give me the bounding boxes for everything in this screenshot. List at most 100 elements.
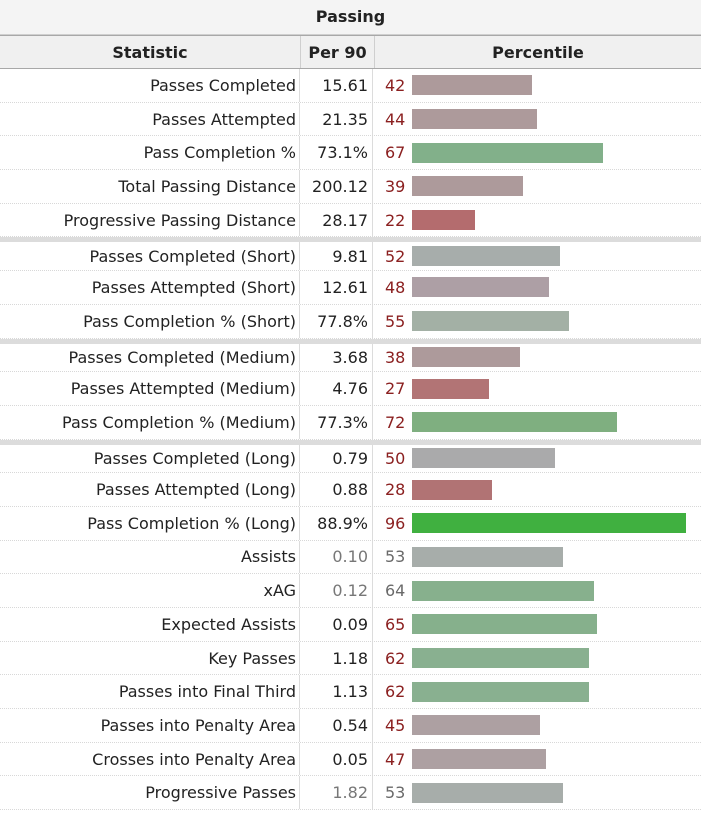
percentile-bar-track xyxy=(412,142,687,163)
per90-value: 4.76 xyxy=(300,372,373,405)
table-row: Passes Attempted (Long) 0.88 28 xyxy=(0,473,701,507)
percentile-bar xyxy=(412,277,549,298)
table-row: Pass Completion % (Short) 77.8% 55 xyxy=(0,304,701,339)
percentile-cell: 55 xyxy=(373,305,701,338)
per90-value: 3.68 xyxy=(300,343,373,372)
percentile-bar xyxy=(412,513,686,534)
percentile-bar-track xyxy=(412,109,687,130)
stat-name: xAG xyxy=(0,574,300,607)
per90-value: 12.61 xyxy=(300,271,373,304)
percentile-value: 50 xyxy=(385,448,406,468)
percentile-value: 67 xyxy=(385,143,406,163)
header-statistic[interactable]: Statistic xyxy=(0,36,301,68)
percentile-bar xyxy=(412,749,546,770)
per90-value: 1.13 xyxy=(300,675,373,709)
per90-value: 1.82 xyxy=(300,776,373,810)
table-row: Passes Completed (Long) 0.79 50 xyxy=(0,439,701,474)
percentile-bar xyxy=(412,479,492,500)
table-row: Progressive Passing Distance 28.17 22 xyxy=(0,203,701,238)
percentile-value: 42 xyxy=(385,75,406,95)
table-row: Assists 0.10 53 xyxy=(0,540,701,575)
per90-value: 0.88 xyxy=(300,473,373,506)
percentile-bar-track xyxy=(412,648,687,669)
percentile-cell: 27 xyxy=(373,372,701,405)
percentile-value: 38 xyxy=(385,347,406,367)
table-row: Key Passes 1.18 62 xyxy=(0,641,701,676)
stat-name: Passes Completed (Short) xyxy=(0,242,300,271)
percentile-cell: 53 xyxy=(373,776,701,809)
stat-name: Pass Completion % (Medium) xyxy=(0,405,300,439)
stat-name: Total Passing Distance xyxy=(0,170,300,203)
percentile-bar-track xyxy=(412,513,687,534)
percentile-bar-track xyxy=(412,176,687,197)
per90-value: 0.09 xyxy=(300,608,373,641)
percentile-value: 62 xyxy=(385,648,406,668)
stat-name: Pass Completion % (Long) xyxy=(0,506,300,540)
table-row: Passes Attempted (Medium) 4.76 27 xyxy=(0,372,701,406)
percentile-value: 48 xyxy=(385,277,406,297)
percentile-bar xyxy=(412,311,569,332)
percentile-cell: 48 xyxy=(373,271,701,304)
percentile-cell: 50 xyxy=(373,445,701,473)
per90-value: 1.18 xyxy=(300,641,373,675)
stat-name: Progressive Passing Distance xyxy=(0,203,300,237)
percentile-value: 62 xyxy=(385,682,406,702)
percentile-bar xyxy=(412,378,489,399)
percentile-value: 52 xyxy=(385,246,406,266)
stat-name: Pass Completion % xyxy=(0,136,300,170)
per90-value: 9.81 xyxy=(300,242,373,271)
percentile-cell: 28 xyxy=(373,473,701,506)
per90-value: 0.12 xyxy=(300,574,373,607)
percentile-bar xyxy=(412,75,532,96)
percentile-bar-track xyxy=(412,277,687,298)
per90-value: 0.10 xyxy=(300,540,373,574)
percentile-bar-track xyxy=(412,749,687,770)
percentile-cell: 64 xyxy=(373,574,701,607)
table-row: Passes into Final Third 1.13 62 xyxy=(0,675,701,710)
percentile-bar xyxy=(412,580,595,601)
percentile-bar-track xyxy=(412,614,687,635)
table-row: Pass Completion % 73.1% 67 xyxy=(0,136,701,171)
percentile-cell: 38 xyxy=(373,344,701,372)
table-row: Progressive Passes 1.82 53 xyxy=(0,776,701,811)
stat-name: Progressive Passes xyxy=(0,776,300,810)
stat-name: Passes Completed (Long) xyxy=(0,444,300,473)
table-row: Passes Completed (Medium) 3.68 38 xyxy=(0,338,701,373)
percentile-cell: 96 xyxy=(373,507,701,540)
percentile-bar-track xyxy=(412,347,687,368)
percentile-bar xyxy=(412,648,589,669)
per90-value: 15.61 xyxy=(300,69,373,102)
table-body: Passes Completed 15.61 42 Passes Attempted 2… xyxy=(0,69,701,811)
table-row: Crosses into Penalty Area 0.05 47 xyxy=(0,742,701,777)
percentile-bar-track xyxy=(412,715,687,736)
percentile-bar-track xyxy=(412,681,687,702)
stat-name: Passes Attempted (Short) xyxy=(0,271,300,304)
percentile-cell: 67 xyxy=(373,136,701,169)
percentile-bar-track xyxy=(412,75,687,96)
percentile-value: 45 xyxy=(385,715,406,735)
table-row: Passes Completed (Short) 9.81 52 xyxy=(0,237,701,272)
percentile-value: 39 xyxy=(385,176,406,196)
per90-value: 21.35 xyxy=(300,102,373,136)
percentile-bar-track xyxy=(412,448,687,469)
percentile-value: 22 xyxy=(385,210,406,230)
table-row: Passes into Penalty Area 0.54 45 xyxy=(0,709,701,743)
percentile-bar xyxy=(412,715,541,736)
percentile-bar-track xyxy=(412,479,687,500)
stat-name: Passes Attempted (Medium) xyxy=(0,372,300,405)
percentile-bar-track xyxy=(412,210,687,231)
percentile-cell: 52 xyxy=(373,242,701,270)
percentile-bar-track xyxy=(412,412,687,433)
stat-name: Crosses into Penalty Area xyxy=(0,742,300,776)
header-per90[interactable]: Per 90 xyxy=(301,36,375,68)
percentile-bar xyxy=(412,782,564,803)
stat-name: Key Passes xyxy=(0,641,300,675)
header-percentile[interactable]: Percentile xyxy=(492,43,584,62)
percentile-value: 53 xyxy=(385,783,406,803)
percentile-bar-track xyxy=(412,546,687,567)
percentile-value: 65 xyxy=(385,614,406,634)
percentile-bar xyxy=(412,681,589,702)
percentile-value: 64 xyxy=(385,581,406,601)
percentile-bar xyxy=(412,210,475,231)
percentile-bar-track xyxy=(412,378,687,399)
